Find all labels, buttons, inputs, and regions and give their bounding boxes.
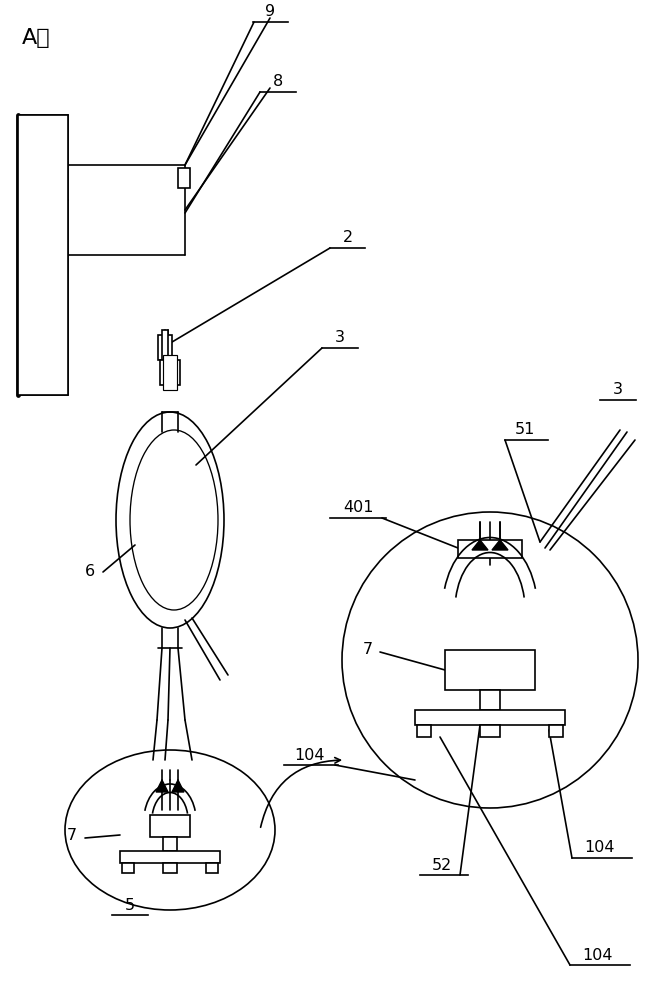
- Text: 3: 3: [335, 330, 345, 346]
- Bar: [150, 815, 190, 837]
- Text: 8: 8: [273, 75, 283, 90]
- Text: 9: 9: [265, 4, 275, 19]
- Text: 401: 401: [343, 500, 373, 516]
- Bar: [178, 168, 190, 188]
- Text: 7: 7: [363, 643, 373, 658]
- Text: 7: 7: [67, 828, 77, 842]
- Bar: [120, 851, 220, 863]
- Text: 6: 6: [85, 564, 95, 580]
- FancyArrowPatch shape: [261, 758, 340, 827]
- Polygon shape: [492, 540, 508, 550]
- Bar: [160, 360, 180, 385]
- Bar: [417, 725, 431, 737]
- Text: 5: 5: [125, 898, 135, 912]
- Text: 104: 104: [295, 748, 325, 762]
- Text: 51: 51: [515, 422, 535, 438]
- Bar: [415, 710, 565, 725]
- Text: 104: 104: [585, 840, 615, 856]
- Bar: [445, 650, 535, 690]
- Bar: [549, 725, 563, 737]
- Bar: [158, 335, 172, 360]
- Bar: [163, 837, 177, 851]
- Text: 104: 104: [583, 948, 614, 962]
- Bar: [480, 725, 500, 737]
- Polygon shape: [156, 780, 168, 792]
- Text: A向: A向: [22, 28, 51, 48]
- Polygon shape: [172, 780, 184, 792]
- Bar: [163, 863, 177, 873]
- Text: 3: 3: [613, 382, 623, 397]
- Bar: [162, 330, 168, 365]
- Bar: [163, 355, 177, 390]
- Text: 2: 2: [343, 231, 353, 245]
- Bar: [206, 863, 218, 873]
- Text: 52: 52: [432, 857, 452, 872]
- Bar: [458, 540, 522, 558]
- Polygon shape: [472, 540, 488, 550]
- Bar: [480, 690, 500, 710]
- Bar: [122, 863, 134, 873]
- Bar: [18, 115, 68, 395]
